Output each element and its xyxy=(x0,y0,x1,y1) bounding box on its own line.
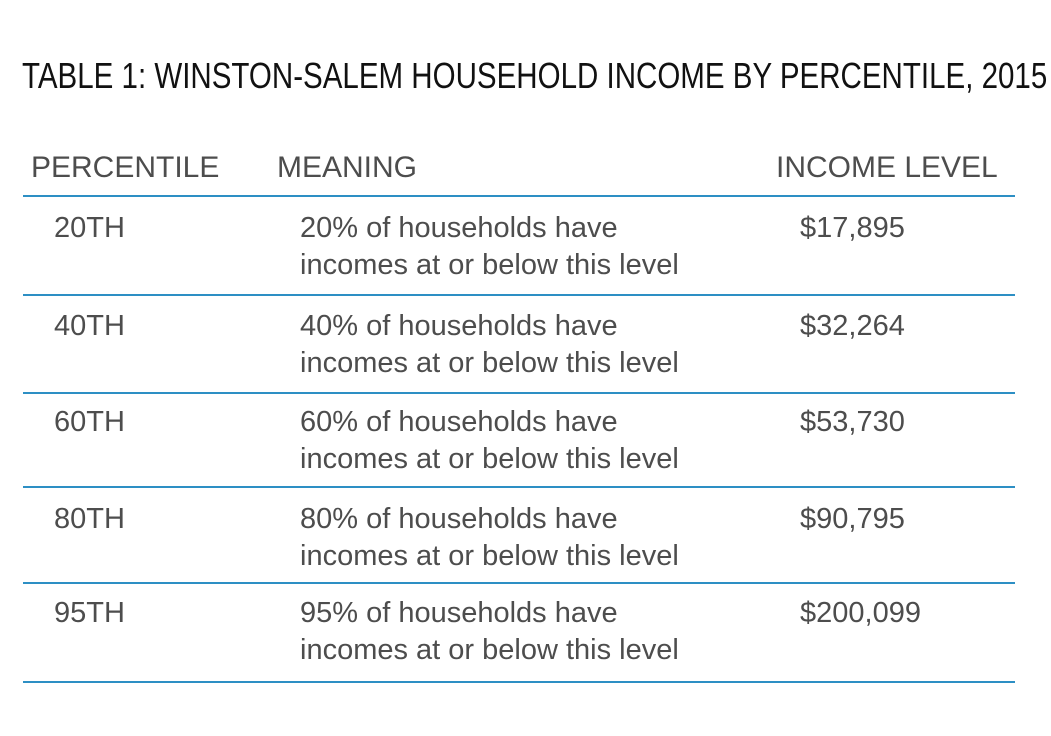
percentile-cell: 40TH xyxy=(54,310,125,342)
header-divider xyxy=(23,195,1015,197)
table-bottom-divider xyxy=(23,681,1015,683)
percentile-cell: 80TH xyxy=(54,503,125,535)
percentile-cell: 60TH xyxy=(54,406,125,438)
header-percentile: PERCENTILE xyxy=(31,151,220,184)
meaning-cell: 95% of households have incomes at or bel… xyxy=(300,595,679,669)
income-cell: $17,895 xyxy=(800,212,905,244)
income-cell: $200,099 xyxy=(800,597,921,629)
row-divider xyxy=(23,392,1015,394)
income-cell: $53,730 xyxy=(800,406,905,438)
percentile-cell: 95TH xyxy=(54,597,125,629)
meaning-line-2: incomes at or below this level xyxy=(300,540,679,572)
meaning-line-2: incomes at or below this level xyxy=(300,347,679,379)
meaning-cell: 80% of households have incomes at or bel… xyxy=(300,501,679,575)
meaning-line-1: 20% of households have xyxy=(300,212,618,244)
table-title: TABLE 1: WINSTON-SALEM HOUSEHOLD INCOME … xyxy=(22,55,1048,96)
meaning-cell: 20% of households have incomes at or bel… xyxy=(300,210,679,284)
table-row: 40TH 40% of households have incomes at o… xyxy=(0,296,1051,392)
meaning-cell: 40% of households have incomes at or bel… xyxy=(300,308,679,382)
row-divider xyxy=(23,294,1015,296)
row-divider xyxy=(23,486,1015,488)
meaning-line-2: incomes at or below this level xyxy=(300,634,679,666)
row-divider xyxy=(23,582,1015,584)
income-cell: $32,264 xyxy=(800,310,905,342)
percentile-cell: 20TH xyxy=(54,212,125,244)
table-row: 95TH 95% of households have incomes at o… xyxy=(0,583,1051,679)
table-row: 60TH 60% of households have incomes at o… xyxy=(0,392,1051,488)
meaning-cell: 60% of households have incomes at or bel… xyxy=(300,404,679,478)
meaning-line-1: 80% of households have xyxy=(300,503,618,535)
meaning-line-1: 60% of households have xyxy=(300,406,618,438)
header-meaning: MEANING xyxy=(277,151,418,184)
header-income-level: INCOME LEVEL xyxy=(776,151,998,184)
meaning-line-1: 95% of households have xyxy=(300,597,618,629)
table-row: 20TH 20% of households have incomes at o… xyxy=(0,198,1051,294)
table-row: 80TH 80% of households have incomes at o… xyxy=(0,489,1051,585)
meaning-line-2: incomes at or below this level xyxy=(300,443,679,475)
income-cell: $90,795 xyxy=(800,503,905,535)
meaning-line-2: incomes at or below this level xyxy=(300,249,679,281)
meaning-line-1: 40% of households have xyxy=(300,310,618,342)
